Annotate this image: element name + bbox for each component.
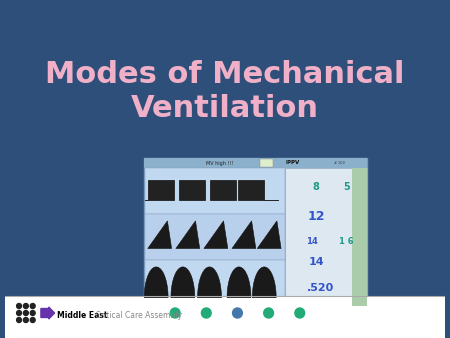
- Bar: [145, 214, 285, 260]
- Polygon shape: [232, 221, 256, 248]
- Bar: [352, 168, 367, 306]
- Polygon shape: [148, 179, 175, 200]
- Text: 5: 5: [343, 182, 350, 192]
- FancyArrow shape: [41, 307, 54, 319]
- Bar: [145, 168, 285, 214]
- Circle shape: [295, 308, 305, 318]
- Polygon shape: [198, 267, 221, 298]
- Polygon shape: [210, 179, 236, 200]
- Bar: [145, 260, 285, 306]
- Bar: [144, 158, 367, 168]
- Circle shape: [17, 304, 22, 309]
- Circle shape: [264, 308, 274, 318]
- Circle shape: [30, 317, 35, 322]
- Circle shape: [23, 311, 28, 315]
- Text: Middle East: Middle East: [57, 311, 107, 319]
- Text: 1 6: 1 6: [339, 237, 354, 246]
- Bar: [144, 306, 367, 320]
- Polygon shape: [257, 221, 281, 248]
- Polygon shape: [227, 267, 251, 298]
- Text: Modes of Mechanical
Ventilation: Modes of Mechanical Ventilation: [45, 60, 405, 123]
- Text: MV high !!!: MV high !!!: [206, 161, 234, 166]
- Circle shape: [17, 311, 22, 315]
- Text: Critical Care Assembly: Critical Care Assembly: [93, 311, 182, 319]
- Bar: [144, 158, 367, 320]
- Circle shape: [17, 317, 22, 322]
- Circle shape: [23, 304, 28, 309]
- Circle shape: [23, 317, 28, 322]
- Polygon shape: [144, 267, 168, 298]
- Polygon shape: [171, 267, 195, 298]
- Text: 14: 14: [306, 237, 318, 246]
- Circle shape: [30, 311, 35, 315]
- Circle shape: [170, 308, 180, 318]
- Polygon shape: [238, 179, 264, 200]
- Polygon shape: [204, 221, 228, 248]
- Text: # 100: # 100: [334, 161, 345, 165]
- Polygon shape: [176, 221, 200, 248]
- Circle shape: [30, 304, 35, 309]
- Polygon shape: [252, 267, 276, 298]
- Polygon shape: [179, 179, 205, 200]
- Text: 14: 14: [308, 257, 324, 267]
- Circle shape: [233, 308, 243, 318]
- Circle shape: [202, 308, 211, 318]
- Bar: [260, 159, 274, 167]
- Text: 8: 8: [313, 182, 320, 192]
- Bar: [5, 296, 445, 338]
- Polygon shape: [148, 221, 171, 248]
- Text: .520: .520: [306, 283, 334, 293]
- Text: IPPV: IPPV: [286, 161, 300, 166]
- Bar: [285, 168, 367, 306]
- Text: 12: 12: [307, 210, 325, 223]
